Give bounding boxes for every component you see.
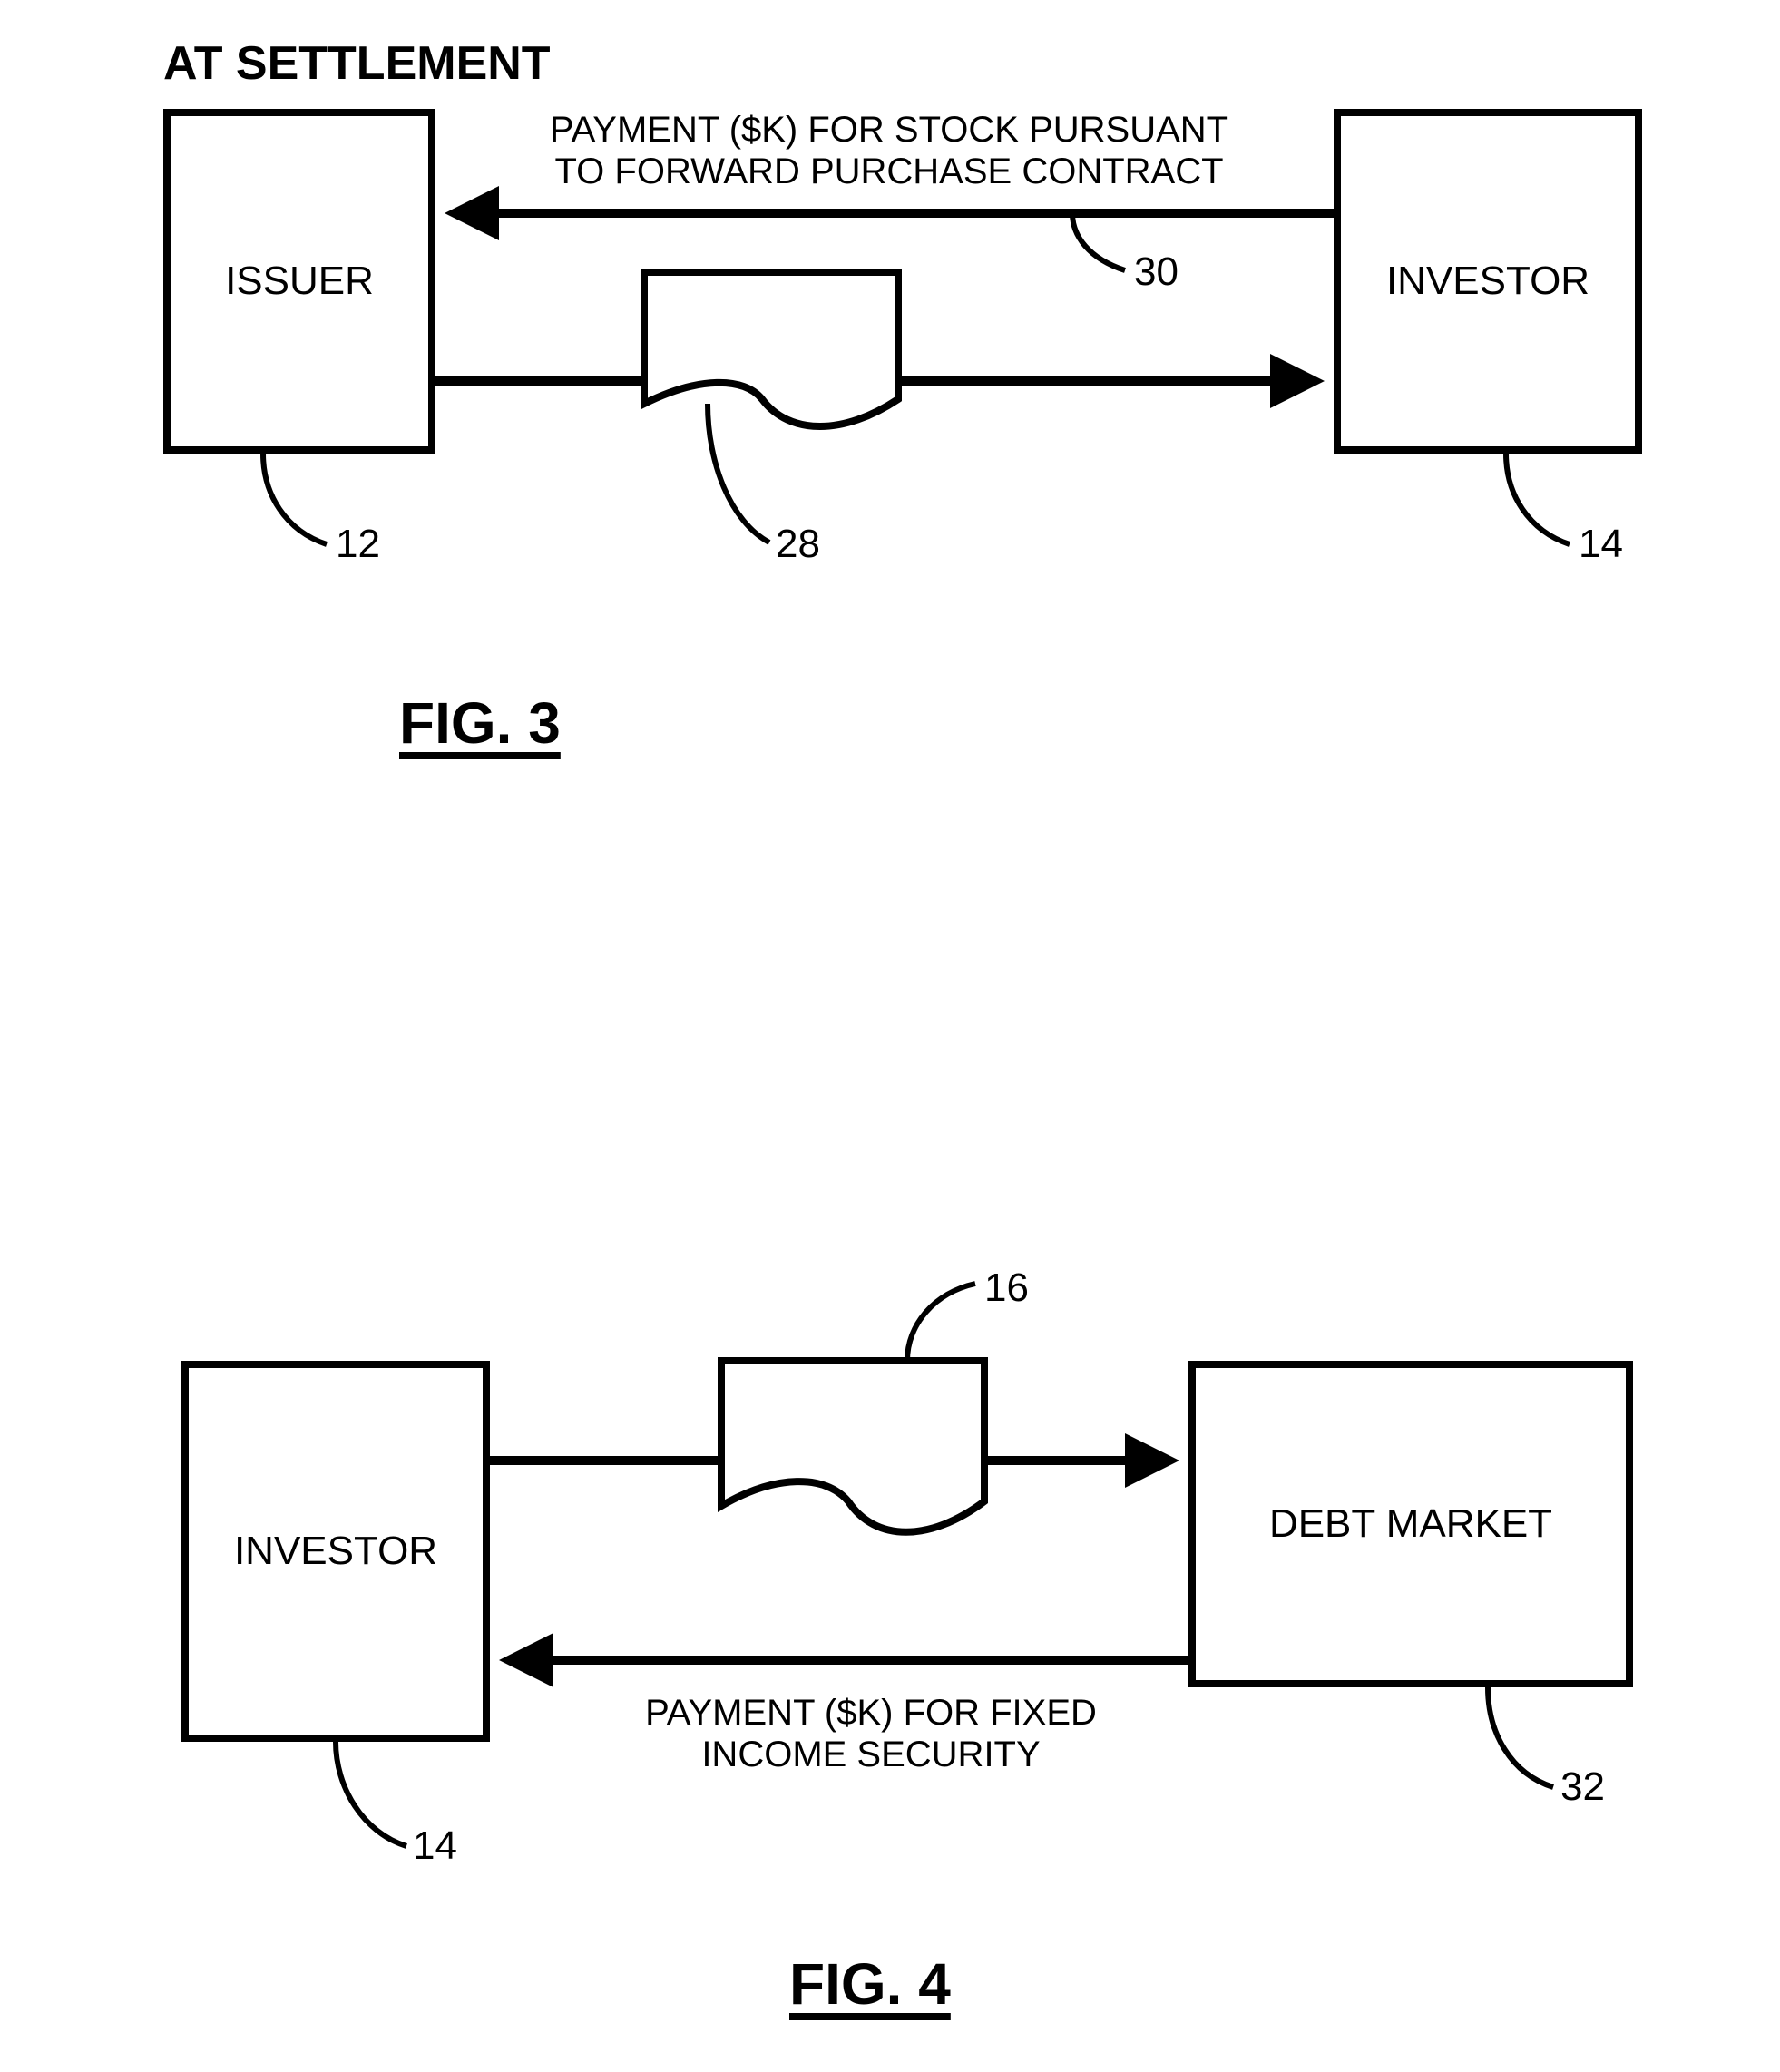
fig3-leader-12 [263, 454, 327, 544]
fig3-heading: AT SETTLEMENT [163, 36, 551, 91]
fig3-leader-14 [1506, 454, 1570, 544]
fig4-debt-label: DEBT MARKET [1269, 1501, 1552, 1547]
fig3-issuer-label: ISSUER [225, 259, 374, 304]
fig4-leader-16 [907, 1284, 975, 1361]
fig3-doc-l2: STOCK [653, 330, 889, 370]
fig3-doc-label: COMMON STOCK [653, 290, 889, 369]
fig3-top-arrow-l1: PAYMENT ($K) FOR STOCK PURSUANT [463, 109, 1315, 151]
fig4-leader-32 [1488, 1687, 1553, 1787]
fig4-bottom-arrow-l1: PAYMENT ($K) FOR FIXED [562, 1692, 1179, 1734]
fig3-issuer-box: ISSUER [163, 109, 435, 454]
fig4-doc-l3: (VALUE $K) [730, 1449, 975, 1481]
fig3-investor-box: INVESTOR [1334, 109, 1642, 454]
fig4-debt-box: DEBT MARKET [1188, 1361, 1633, 1687]
fig3-doc-l1: COMMON [653, 290, 889, 330]
fig4-figure-label: FIG. 4 [789, 1950, 951, 2018]
fig3-figure-label: FIG. 3 [399, 689, 561, 757]
fig4-leader-14 [336, 1742, 406, 1846]
fig3-top-arrow-label: PAYMENT ($K) FOR STOCK PURSUANT TO FORWA… [463, 109, 1315, 192]
fig4-bottom-arrow-label: PAYMENT ($K) FOR FIXED INCOME SECURITY [562, 1692, 1179, 1775]
fig3-investor-label: INVESTOR [1386, 259, 1589, 304]
fig3-top-arrow-l2: TO FORWARD PURCHASE CONTRACT [463, 151, 1315, 192]
fig4-bottom-arrow-l2: INCOME SECURITY [562, 1734, 1179, 1775]
fig3-ref-issuer: 12 [336, 522, 380, 567]
fig3-ref-investor: 14 [1579, 522, 1623, 567]
fig3-ref-doc: 28 [776, 522, 820, 567]
page: AT SETTLEMENT ISSUER INVESTOR PAYMENT ($… [0, 0, 1780, 2072]
fig4-doc-l2: SECURITY [730, 1416, 975, 1449]
fig4-doc-label: FIXED INCOME SECURITY (VALUE $K) [730, 1383, 975, 1481]
fig4-ref-investor: 14 [413, 1823, 457, 1869]
fig3-ref-top-arrow: 30 [1134, 249, 1179, 295]
fig4-ref-doc: 16 [984, 1266, 1029, 1311]
fig4-doc-l1: FIXED INCOME [730, 1383, 975, 1416]
fig4-ref-debt: 32 [1560, 1764, 1605, 1810]
fig4-investor-label: INVESTOR [234, 1529, 437, 1574]
fig4-investor-box: INVESTOR [181, 1361, 490, 1742]
fig3-leader-28 [708, 404, 769, 542]
fig3-leader-30 [1072, 213, 1125, 270]
